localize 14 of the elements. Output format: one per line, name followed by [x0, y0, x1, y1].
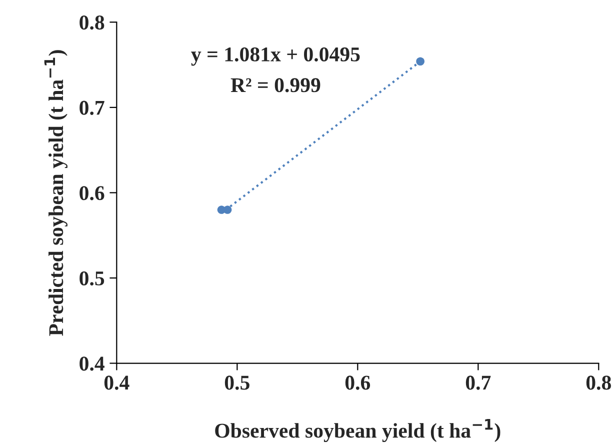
y-tick-label: 0.7: [80, 100, 104, 115]
y-tick-label: 0.4: [80, 356, 104, 371]
y-axis-title: Predicted soybean yield (t ha$^{−1}$): [44, 50, 68, 336]
x-tick-label: 0.5: [224, 376, 250, 390]
annotation: y = 1.081x + 0.0495: [191, 47, 360, 66]
x-tick-label: 0.6: [345, 376, 370, 390]
x-tick-label: 0.7: [466, 376, 491, 390]
y-tick-label: 0.6: [80, 186, 104, 200]
y-tick-label: 0.5: [80, 271, 104, 286]
x-tick-label: 0.8: [586, 376, 611, 390]
annotation: R² = 0.999: [230, 78, 320, 92]
x-axis-title: Observed soybean yield (t ha$^{−1}$): [215, 418, 500, 442]
x-tick-label: 0.4: [104, 376, 130, 390]
y-tick-label: 0.8: [80, 16, 104, 30]
